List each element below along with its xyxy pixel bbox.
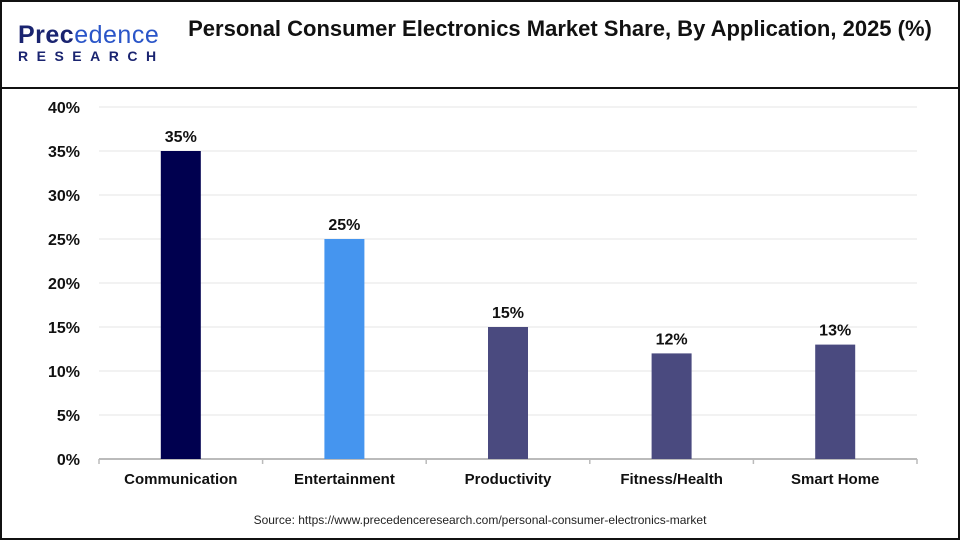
x-category-label: Productivity bbox=[465, 471, 552, 488]
bar-productivity bbox=[488, 327, 528, 459]
header-divider bbox=[0, 87, 960, 89]
bar-entertainment bbox=[324, 239, 365, 459]
precedence-research-logo: Precedence RESEARCH bbox=[18, 22, 165, 64]
y-tick-label: 35% bbox=[48, 144, 80, 161]
chart-title: Personal Consumer Electronics Market Sha… bbox=[188, 16, 932, 41]
y-tick-label: 10% bbox=[48, 364, 80, 381]
y-tick-label: 0% bbox=[57, 452, 80, 469]
y-tick-label: 5% bbox=[57, 408, 80, 425]
logo-text-top: Precedence bbox=[18, 21, 160, 49]
y-tick-label: 40% bbox=[48, 100, 80, 117]
x-category-label: Entertainment bbox=[294, 471, 395, 488]
data-label: 35% bbox=[165, 129, 197, 146]
x-category-label: Fitness/Health bbox=[620, 471, 723, 488]
data-label: 12% bbox=[656, 331, 688, 348]
y-tick-label: 20% bbox=[48, 276, 80, 293]
x-category-label: Communication bbox=[124, 471, 237, 488]
source-note: Source: https://www.precedenceresearch.c… bbox=[253, 513, 707, 527]
bar-communication bbox=[160, 151, 201, 459]
x-category-label: Smart Home bbox=[791, 471, 879, 488]
bar-fitness-health bbox=[651, 353, 692, 459]
bar-smart-home bbox=[815, 344, 856, 459]
data-label: 15% bbox=[492, 305, 524, 322]
y-tick-label: 15% bbox=[48, 320, 80, 337]
y-tick-label: 30% bbox=[48, 188, 80, 205]
data-label: 13% bbox=[819, 323, 851, 340]
logo-text-bottom: RESEARCH bbox=[18, 48, 165, 64]
data-label: 25% bbox=[328, 217, 360, 234]
y-tick-label: 25% bbox=[48, 232, 80, 249]
